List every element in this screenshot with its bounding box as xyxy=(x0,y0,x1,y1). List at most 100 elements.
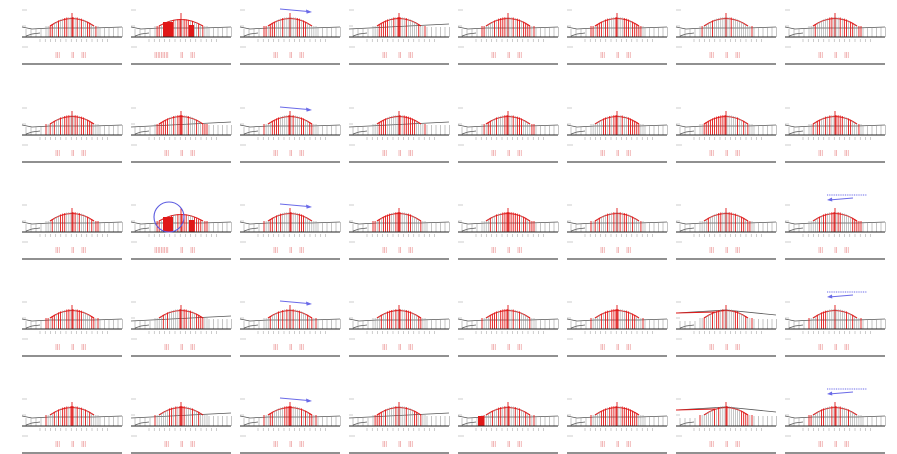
entry-stroke xyxy=(679,227,695,232)
elevation-panel xyxy=(675,301,777,357)
elevation-panel xyxy=(21,204,123,260)
entry-stroke xyxy=(788,130,804,135)
entry-stroke xyxy=(570,324,586,329)
highlighted-block xyxy=(163,217,173,232)
panel-grid xyxy=(21,8,886,454)
elevation-panel xyxy=(239,106,341,163)
elevation-panel xyxy=(675,398,777,454)
direction-arrow xyxy=(828,197,854,201)
elevation-panel xyxy=(566,9,668,65)
elevation-panel xyxy=(239,397,341,454)
slope-highlight xyxy=(675,408,717,411)
elevation-panel xyxy=(784,9,886,65)
entry-stroke xyxy=(134,130,150,135)
direction-arrow xyxy=(279,106,309,110)
elevation-panel xyxy=(348,9,450,65)
elevation-panel xyxy=(784,107,886,163)
entry-stroke xyxy=(134,32,150,37)
highlight-circle xyxy=(153,201,185,233)
highlighted-block xyxy=(478,416,484,426)
entry-stroke xyxy=(25,421,41,426)
entry-stroke xyxy=(25,324,41,329)
elevation-panel xyxy=(457,398,559,454)
entry-stroke xyxy=(679,32,695,37)
direction-arrow-head xyxy=(306,204,312,209)
elevation-panel xyxy=(457,9,559,65)
direction-arrow-head xyxy=(306,107,312,112)
entry-stroke xyxy=(570,130,586,135)
entry-stroke xyxy=(461,32,477,37)
direction-arrow xyxy=(828,294,854,298)
elevation-panel xyxy=(675,9,777,65)
direction-arrow xyxy=(279,203,309,207)
direction-arrow-head xyxy=(827,391,833,396)
elevation-panel xyxy=(457,107,559,163)
direction-arrow-head xyxy=(827,294,833,299)
elevation-panel xyxy=(457,204,559,260)
elevation-panel xyxy=(566,107,668,163)
elevation-panel xyxy=(675,204,777,260)
entry-stroke xyxy=(461,324,477,329)
direction-arrow xyxy=(279,300,309,304)
entry-stroke xyxy=(243,227,259,232)
direction-arrow-head xyxy=(306,9,312,14)
elevation-panel xyxy=(675,107,777,163)
entry-stroke xyxy=(461,421,477,426)
direction-arrow xyxy=(279,8,309,12)
entry-stroke xyxy=(461,227,477,232)
entry-stroke xyxy=(570,32,586,37)
elevation-panel xyxy=(348,107,450,163)
elevation-panel xyxy=(130,398,232,454)
entry-stroke xyxy=(570,227,586,232)
entry-stroke xyxy=(461,130,477,135)
elevation-panel xyxy=(348,398,450,454)
elevation-panel xyxy=(784,194,886,260)
entry-stroke xyxy=(25,227,41,232)
direction-arrow-head xyxy=(827,197,833,202)
elevation-panel xyxy=(21,107,123,163)
elevation-panel xyxy=(348,301,450,357)
entry-stroke xyxy=(25,32,41,37)
entry-stroke xyxy=(243,32,259,37)
elevation-panel xyxy=(566,398,668,454)
entry-stroke xyxy=(570,421,586,426)
highlighted-block xyxy=(189,220,194,232)
elevation-panel xyxy=(239,300,341,357)
entry-stroke xyxy=(788,32,804,37)
entry-stroke xyxy=(352,324,368,329)
entry-stroke xyxy=(134,421,150,426)
elevation-panel xyxy=(130,301,232,357)
elevation-panel xyxy=(566,301,668,357)
direction-arrow xyxy=(828,391,854,395)
highlighted-block xyxy=(189,25,194,37)
elevation-panel xyxy=(21,301,123,357)
elevation-panel xyxy=(21,9,123,65)
elevation-panel xyxy=(130,201,232,260)
highlighted-block xyxy=(163,22,173,37)
elevation-panel xyxy=(239,8,341,65)
elevation-panel xyxy=(457,301,559,357)
entry-stroke xyxy=(352,227,368,232)
entry-stroke xyxy=(352,130,368,135)
entry-stroke xyxy=(134,227,150,232)
elevation-panel xyxy=(130,9,232,65)
elevation-panel xyxy=(239,203,341,260)
direction-arrow-head xyxy=(306,301,312,306)
direction-arrow-head xyxy=(306,398,312,403)
elevation-panel xyxy=(784,291,886,357)
entry-stroke xyxy=(243,130,259,135)
direction-arrow xyxy=(279,397,309,401)
elevation-panel xyxy=(784,388,886,454)
elevation-panel xyxy=(21,398,123,454)
entry-stroke xyxy=(679,324,695,329)
entry-stroke xyxy=(134,324,150,329)
entry-stroke xyxy=(788,227,804,232)
entry-stroke xyxy=(788,421,804,426)
entry-stroke xyxy=(679,130,695,135)
entry-stroke xyxy=(243,421,259,426)
entry-stroke xyxy=(788,324,804,329)
entry-stroke xyxy=(25,130,41,135)
entry-stroke xyxy=(243,324,259,329)
